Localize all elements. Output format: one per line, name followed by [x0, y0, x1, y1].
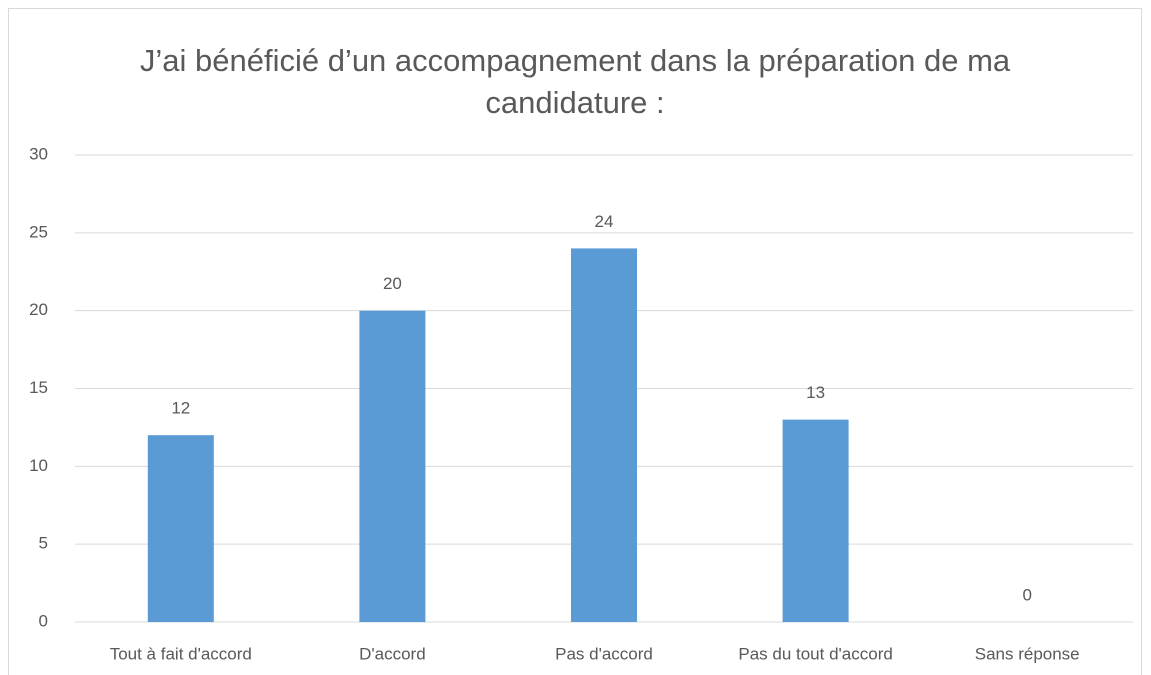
x-tick-label: Pas du tout d'accord: [738, 644, 892, 663]
data-label: 0: [1022, 585, 1031, 604]
chart-title: J’ai bénéficié d’un accompagnement dans …: [139, 43, 1011, 120]
x-tick-label: Tout à fait d'accord: [110, 644, 252, 663]
y-tick-label: 25: [29, 222, 48, 241]
data-label: 13: [806, 383, 825, 402]
y-tick-label: 20: [29, 300, 48, 319]
data-label: 12: [171, 399, 190, 418]
bar: [571, 248, 637, 622]
bar: [147, 435, 214, 622]
y-tick-label: 15: [29, 378, 48, 397]
data-label: 24: [595, 212, 614, 231]
bar: [359, 310, 426, 622]
y-tick-label: 5: [39, 534, 48, 553]
x-tick-label: Sans réponse: [975, 644, 1080, 663]
bar: [782, 419, 849, 622]
chart-frame: [8, 8, 1142, 675]
y-tick-label: 30: [29, 144, 48, 163]
y-tick-label: 10: [29, 456, 48, 475]
y-tick-label: 0: [39, 611, 48, 630]
x-tick-label: Pas d'accord: [555, 644, 653, 663]
data-label: 20: [383, 274, 402, 293]
x-tick-label: D'accord: [359, 644, 426, 663]
